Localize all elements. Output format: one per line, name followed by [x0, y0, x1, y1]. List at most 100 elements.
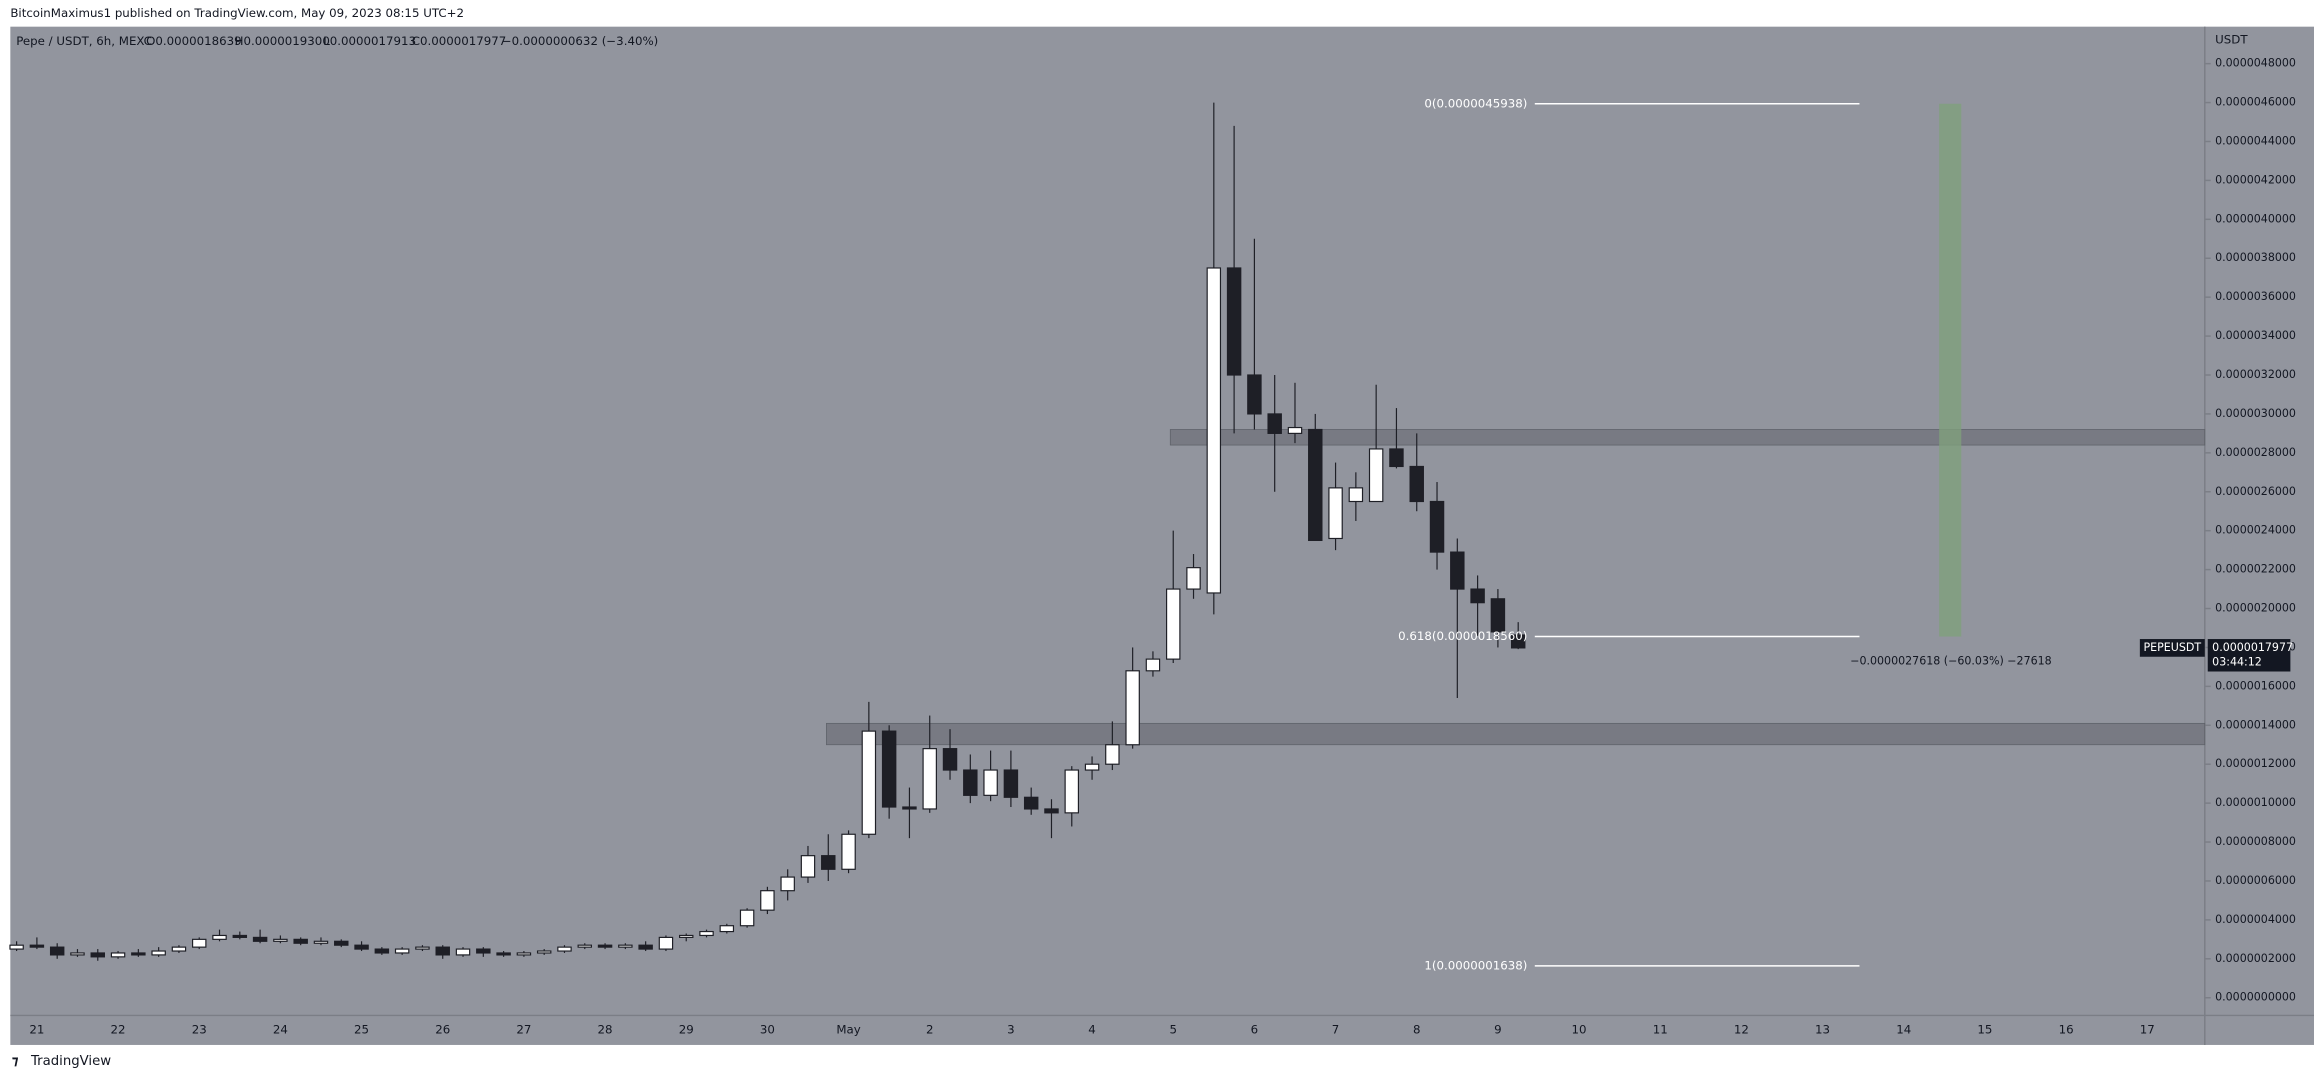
y-tick-label: 0.0000016000 — [2215, 679, 2296, 692]
x-tick-label: 5 — [1169, 1023, 1177, 1037]
candle-body — [1409, 465, 1424, 503]
candle-body — [800, 855, 816, 878]
x-tick-label: 22 — [111, 1023, 126, 1037]
candle-body — [536, 950, 552, 954]
measure-label: −0.0000027618 (−60.03%) −27618 — [1850, 655, 2051, 668]
candle-body — [70, 952, 85, 956]
y-tick-label: 0.0000002000 — [2215, 952, 2296, 965]
x-tick-label: 16 — [2059, 1023, 2074, 1037]
candle-body — [374, 948, 390, 954]
x-tick-label: 8 — [1413, 1023, 1421, 1037]
x-tick-label: 17 — [2140, 1023, 2155, 1037]
y-tick-label: 0.0000000000 — [2215, 991, 2296, 1004]
price-tag-symbol-box — [2139, 639, 2205, 657]
candle-body — [922, 748, 937, 810]
y-tick-label: 0.0000012000 — [2215, 757, 2296, 770]
candle-body — [1348, 487, 1364, 503]
candle-body — [1003, 769, 1019, 798]
price-tag-box — [2207, 639, 2291, 672]
x-tick-label: 15 — [1977, 1023, 1992, 1037]
candle-body — [1166, 588, 1181, 660]
legend-change: −0.0000000632 (−3.40%) — [502, 34, 659, 48]
y-tick-label: 0.0000034000 — [2215, 329, 2296, 342]
fib-label: 0.618(0.0000018560) — [1398, 629, 1527, 643]
y-tick-label: 0.0000010000 — [2215, 796, 2296, 809]
candle-body — [1084, 763, 1100, 771]
y-tick-label: 0.0000024000 — [2215, 524, 2296, 537]
candle-body — [1105, 744, 1120, 765]
candle-body — [638, 944, 653, 950]
candle-body — [1429, 500, 1445, 553]
x-tick-label: 7 — [1332, 1023, 1340, 1037]
candle-body — [1186, 567, 1201, 590]
y-tick-label: 0.0000008000 — [2215, 835, 2296, 848]
legend-close: C0.0000017977 — [412, 34, 507, 48]
candle-body — [902, 806, 917, 810]
candle-body — [131, 952, 146, 956]
candle-body — [983, 769, 998, 796]
y-tick-label: 0.0000048000 — [2215, 57, 2296, 70]
candle-body — [293, 938, 308, 944]
candle-body — [334, 940, 349, 946]
legend: Pepe / USDT, 6h, MEXC O0.0000018639 H0.0… — [16, 34, 658, 48]
candle-body — [1470, 588, 1485, 604]
candle-body — [699, 930, 714, 937]
candle-body — [1044, 808, 1059, 814]
candle-body — [1267, 413, 1282, 434]
candle-body — [719, 925, 735, 933]
price-tag-countdown: 03:44:12 — [2212, 656, 2262, 669]
x-tick-label: 13 — [1815, 1023, 1830, 1037]
candle-body — [618, 944, 633, 948]
candle-body — [455, 948, 471, 956]
y-tick-label: 0.0000038000 — [2215, 251, 2296, 264]
zone — [1169, 429, 2206, 446]
x-tick-label: 30 — [760, 1023, 775, 1037]
y-tick-label: 0.0000006000 — [2215, 874, 2296, 887]
price-tag-value: 0.0000017977 — [2212, 641, 2293, 654]
candle-body — [1125, 670, 1140, 746]
candle-body — [1450, 551, 1465, 590]
candle-body — [354, 944, 369, 950]
legend-high: H0.0000019300 — [235, 34, 330, 48]
x-tick-label: 6 — [1251, 1023, 1259, 1037]
candle-body — [212, 934, 227, 940]
candle-body — [9, 944, 24, 950]
y-tick-label: 0.0000046000 — [2215, 96, 2296, 109]
candle-body — [476, 948, 491, 954]
candle-body — [963, 769, 978, 796]
y-tick-label: 0.0000044000 — [2215, 134, 2296, 147]
candle-body — [1247, 374, 1262, 415]
x-tick-label: 28 — [598, 1023, 613, 1037]
candle-body — [1510, 634, 1526, 649]
candle-body — [557, 946, 572, 952]
x-tick-label: 21 — [29, 1023, 44, 1037]
x-tick-label: 10 — [1572, 1023, 1587, 1037]
x-tick-label: 11 — [1653, 1023, 1668, 1037]
y-tick-label: 0.0000030000 — [2215, 407, 2296, 420]
x-tick-label: 2 — [926, 1023, 934, 1037]
y-tick-label: 0.0000032000 — [2215, 368, 2296, 381]
y-tick-label: 0.0000028000 — [2215, 446, 2296, 459]
candle-body — [658, 936, 674, 950]
x-tick-label: 14 — [1896, 1023, 1911, 1037]
candle-body — [49, 946, 65, 956]
candle-body — [861, 730, 877, 835]
y-tick-label: 0.0000022000 — [2215, 563, 2296, 576]
candle-body — [1226, 267, 1242, 376]
candle-body — [1328, 487, 1343, 540]
candle-body — [313, 940, 329, 944]
candle-body — [780, 876, 795, 892]
x-tick-label: 23 — [192, 1023, 207, 1037]
measure-bar — [1939, 103, 1962, 637]
fib-label: 1(0.0000001638) — [1424, 958, 1527, 972]
candle-body — [415, 946, 430, 950]
candle-body — [496, 952, 511, 956]
chart-area — [10, 26, 2314, 1045]
candle-body — [1023, 796, 1039, 810]
candle-body — [29, 944, 45, 948]
x-tick-label: 3 — [1007, 1023, 1015, 1037]
y-tick-label: 0.0000036000 — [2215, 290, 2296, 303]
legend-open: O0.0000018639 — [146, 34, 242, 48]
